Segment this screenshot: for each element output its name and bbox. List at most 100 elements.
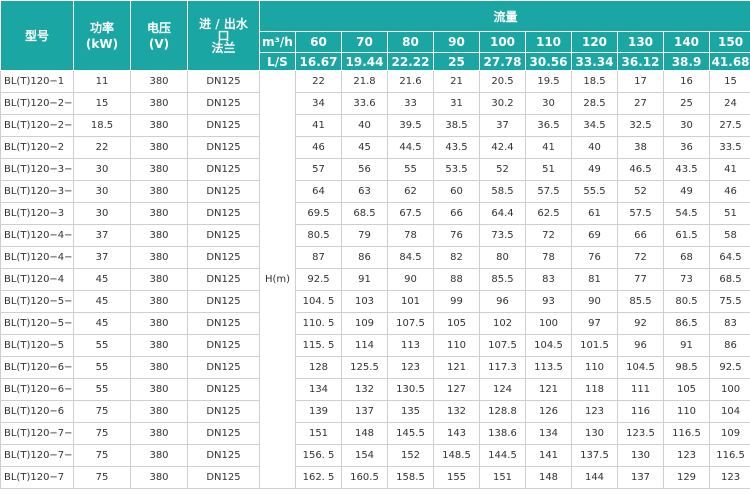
head-value-cell: 25 xyxy=(663,92,710,115)
head-value-cell: 125.5 xyxy=(341,356,388,379)
head-value-cell: 121 xyxy=(433,356,480,379)
head-value-cell: 109 xyxy=(341,312,388,335)
head-value-cell: 109 xyxy=(708,422,750,445)
flange-cell: DN125 xyxy=(187,202,260,225)
head-value-cell: 137.5 xyxy=(571,444,618,467)
head-value-cell: 111 xyxy=(617,378,664,401)
head-value-cell: 32.5 xyxy=(617,114,664,137)
head-value-cell: 21.6 xyxy=(387,70,434,93)
head-value-cell: 98.5 xyxy=(663,356,710,379)
model-cell: BL(T)120−2−1 xyxy=(0,114,74,137)
head-value-cell: 90 xyxy=(571,290,618,313)
head-value-cell: 130 xyxy=(571,422,618,445)
head-value-cell: 135 xyxy=(387,400,434,423)
head-value-cell: 33.6 xyxy=(341,92,388,115)
table-header: 型号 功率 (kW) 电压 (V) 进 / 出水 口 法兰 流量 m³/h 60… xyxy=(0,0,750,71)
head-value-cell: 27.5 xyxy=(708,114,750,137)
model-cell: BL(T)120−2−2 xyxy=(0,92,74,115)
head-value-cell: 15 xyxy=(708,70,750,93)
head-value-cell: 148 xyxy=(525,466,572,489)
model-cell: BL(T)120−5−1 xyxy=(0,312,74,335)
head-value-cell: 123 xyxy=(571,400,618,423)
head-value-cell: 101.5 xyxy=(571,334,618,357)
header-flow-ls-value: 36.12 xyxy=(617,52,664,71)
head-value-cell: 21 xyxy=(433,70,480,93)
header-flow-m3h-value: 90 xyxy=(433,31,480,53)
head-value-cell: 93 xyxy=(525,290,572,313)
power-cell: 37 xyxy=(73,246,131,269)
head-value-cell: 58 xyxy=(708,224,750,247)
voltage-cell: 380 xyxy=(130,136,188,159)
head-value-cell: 123 xyxy=(663,444,710,467)
head-value-cell: 100 xyxy=(708,378,750,401)
header-flow-m3h-value: 110 xyxy=(525,31,572,53)
head-value-cell: 38.5 xyxy=(433,114,480,137)
head-value-cell: 118 xyxy=(571,378,618,401)
head-value-cell: 86 xyxy=(708,334,750,357)
head-value-cell: 43.5 xyxy=(663,158,710,181)
table-row: BL(T)120−2 22 380 DN125 46 45 44.5 43.5 42.4 41 40… xyxy=(0,136,750,159)
table-row: BL(T)120−5−2 45 380 DN125 104. 5 103 101 99 96 93… xyxy=(0,290,750,313)
head-value-cell: 148 xyxy=(341,422,388,445)
head-value-cell: 151 xyxy=(295,422,342,445)
model-cell: BL(T)120−4 xyxy=(0,268,74,291)
header-flow-ls-value: 25 xyxy=(433,52,480,71)
header-flow-m3h-value: 150 xyxy=(708,31,750,53)
head-value-cell: 33.5 xyxy=(708,136,750,159)
head-value-cell: 152 xyxy=(387,444,434,467)
head-value-cell: 105 xyxy=(433,312,480,335)
header-model: 型号 xyxy=(0,0,74,71)
head-value-cell: 101 xyxy=(387,290,434,313)
head-value-cell: 127 xyxy=(433,378,480,401)
head-value-cell: 51 xyxy=(708,202,750,225)
head-value-cell: 151 xyxy=(479,466,526,489)
table-row: BL(T)120−6−1 55 380 DN125 134 132 130.5 127 124 1… xyxy=(0,378,750,401)
power-cell: 30 xyxy=(73,158,131,181)
head-value-cell: 41 xyxy=(525,136,572,159)
head-value-cell: 66 xyxy=(617,224,664,247)
head-value-cell: 53.5 xyxy=(433,158,480,181)
voltage-cell: 380 xyxy=(130,466,188,489)
head-value-cell: 137 xyxy=(617,466,664,489)
power-cell: 75 xyxy=(73,466,131,489)
head-value-cell: 76 xyxy=(571,246,618,269)
table-row: BL(T)120−5 55 380 DN125 115. 5 114 113 110 107.5… xyxy=(0,334,750,357)
power-cell: 37 xyxy=(73,224,131,247)
head-value-cell: 137 xyxy=(341,400,388,423)
head-value-cell: 64.4 xyxy=(479,202,526,225)
header-flow-ls-value: 19.44 xyxy=(341,52,388,71)
model-cell: BL(T)120−6−1 xyxy=(0,378,74,401)
flange-cell: DN125 xyxy=(187,158,260,181)
head-value-cell: 103 xyxy=(341,290,388,313)
head-value-cell: 87 xyxy=(295,246,342,269)
head-value-cell: 58.5 xyxy=(479,180,526,203)
head-value-cell: 113 xyxy=(387,334,434,357)
head-value-cell: 21.8 xyxy=(341,70,388,93)
head-value-cell: 80.5 xyxy=(663,290,710,313)
flange-cell: DN125 xyxy=(187,466,260,489)
head-value-cell: 30 xyxy=(525,92,572,115)
head-value-cell: 83 xyxy=(708,312,750,335)
head-value-cell: 22 xyxy=(295,70,342,93)
power-cell: 11 xyxy=(73,70,131,93)
table-body: BL(T)120−1 11 380 DN125 H(m) 22 21.8 21.6 21 20.5… xyxy=(0,70,750,489)
voltage-cell: 380 xyxy=(130,444,188,467)
voltage-cell: 380 xyxy=(130,246,188,269)
header-voltage: 电压 (V) xyxy=(130,0,188,71)
model-cell: BL(T)120−6 xyxy=(0,400,74,423)
power-cell: 55 xyxy=(73,378,131,401)
head-value-cell: 155 xyxy=(433,466,480,489)
head-value-cell: 124 xyxy=(479,378,526,401)
header-flow-ls-value: 22.22 xyxy=(387,52,434,71)
flange-cell: DN125 xyxy=(187,92,260,115)
power-cell: 30 xyxy=(73,202,131,225)
head-value-cell: 104 xyxy=(708,400,750,423)
head-value-cell: 90 xyxy=(387,268,434,291)
head-value-cell: 110 xyxy=(571,356,618,379)
head-value-cell: 62 xyxy=(387,180,434,203)
flange-cell: DN125 xyxy=(187,70,260,93)
head-value-cell: 130 xyxy=(617,444,664,467)
voltage-cell: 380 xyxy=(130,422,188,445)
table-row: BL(T)120−7−1 75 380 DN125 156. 5 154 152 148.5 1… xyxy=(0,444,750,467)
head-value-cell: 105 xyxy=(663,378,710,401)
